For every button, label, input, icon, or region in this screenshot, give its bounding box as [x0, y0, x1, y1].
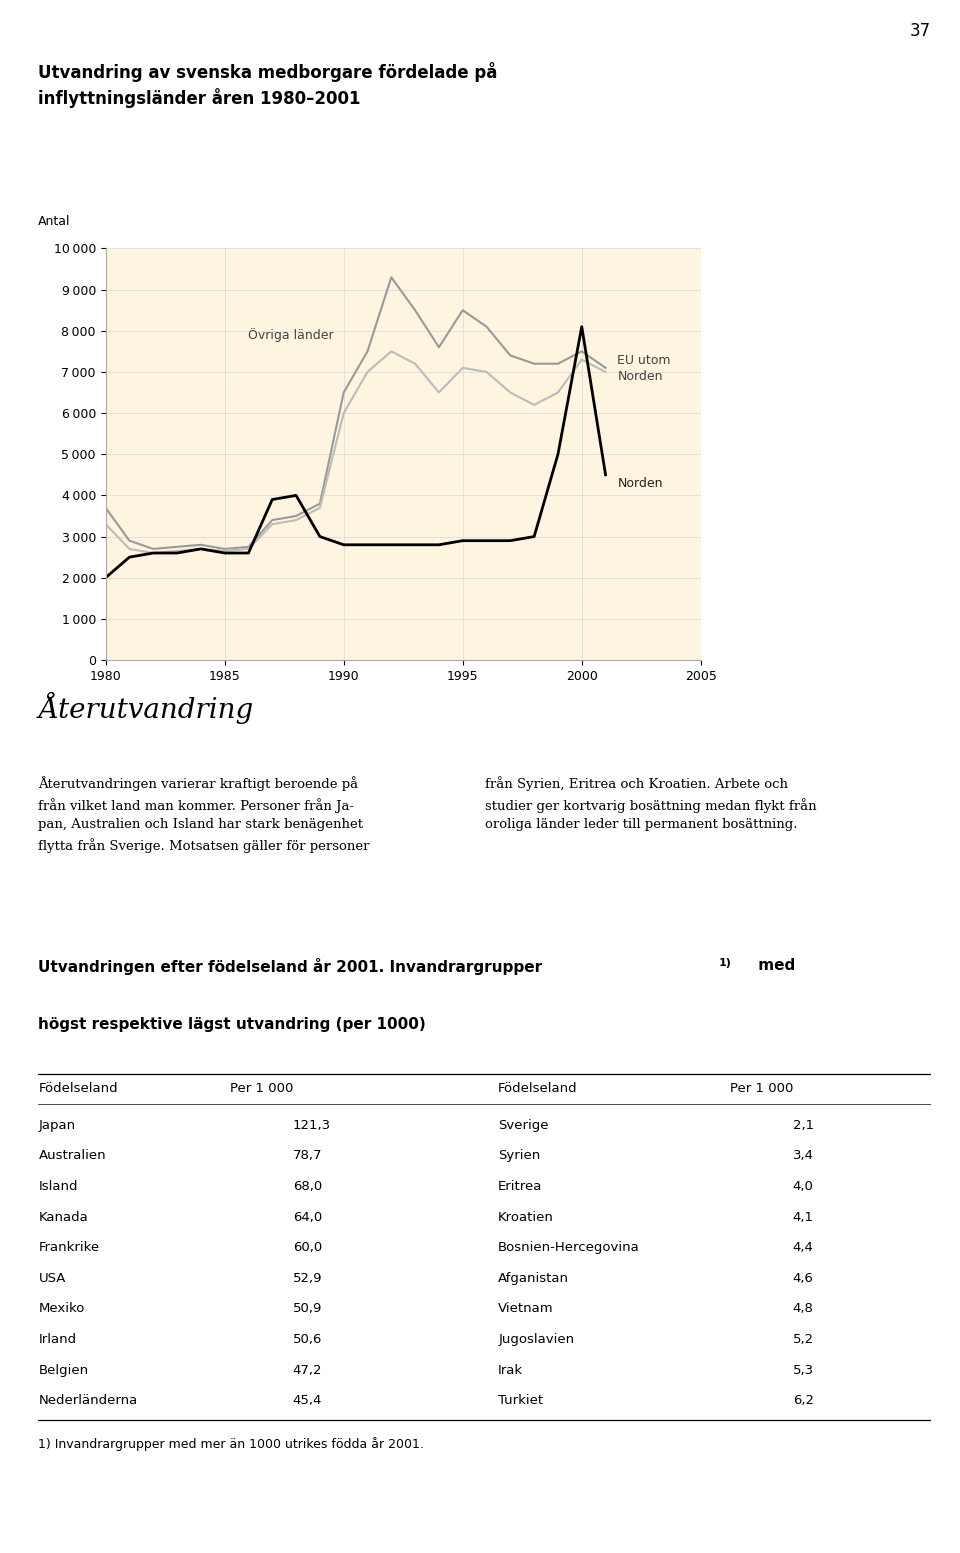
Text: Island: Island [38, 1180, 78, 1193]
Text: Kanada: Kanada [38, 1210, 88, 1224]
Text: med: med [753, 958, 795, 974]
Text: Per 1 000: Per 1 000 [731, 1082, 794, 1095]
Text: 121,3: 121,3 [293, 1118, 331, 1132]
Text: Norden: Norden [617, 477, 663, 491]
Text: 4,0: 4,0 [793, 1180, 814, 1193]
Text: Bosnien-Hercegovina: Bosnien-Hercegovina [498, 1241, 640, 1255]
Text: Utvandring av svenska medborgare fördelade på
inflyttningsländer åren 1980–2001: Utvandring av svenska medborgare fördela… [38, 62, 498, 107]
Text: 2,1: 2,1 [793, 1118, 814, 1132]
Text: 4,4: 4,4 [793, 1241, 814, 1255]
Text: Irak: Irak [498, 1364, 523, 1376]
Text: 60,0: 60,0 [293, 1241, 323, 1255]
Text: Irland: Irland [38, 1332, 77, 1346]
Text: 47,2: 47,2 [293, 1364, 323, 1376]
Text: 4,1: 4,1 [793, 1210, 814, 1224]
Text: Övriga länder: Övriga länder [249, 328, 334, 342]
Text: Antal: Antal [38, 214, 71, 228]
Text: 64,0: 64,0 [293, 1210, 323, 1224]
Text: Japan: Japan [38, 1118, 76, 1132]
Text: Belgien: Belgien [38, 1364, 88, 1376]
Text: Turkiet: Turkiet [498, 1395, 543, 1407]
Text: Vietnam: Vietnam [498, 1303, 554, 1315]
Text: Australien: Australien [38, 1149, 106, 1162]
Text: Afganistan: Afganistan [498, 1272, 569, 1284]
Text: Syrien: Syrien [498, 1149, 540, 1162]
Text: 5,2: 5,2 [793, 1332, 814, 1346]
Text: Eritrea: Eritrea [498, 1180, 542, 1193]
Text: Jugoslavien: Jugoslavien [498, 1332, 574, 1346]
Text: Frankrike: Frankrike [38, 1241, 100, 1255]
Text: 45,4: 45,4 [293, 1395, 323, 1407]
Text: 68,0: 68,0 [293, 1180, 323, 1193]
Text: Återutvandring: Återutvandring [38, 693, 253, 724]
Text: Kroatien: Kroatien [498, 1210, 554, 1224]
Text: 50,9: 50,9 [293, 1303, 323, 1315]
Text: 4,6: 4,6 [793, 1272, 814, 1284]
Text: Sverige: Sverige [498, 1118, 549, 1132]
Text: 4,8: 4,8 [793, 1303, 814, 1315]
Text: 78,7: 78,7 [293, 1149, 323, 1162]
Text: Födelseland: Födelseland [498, 1082, 578, 1095]
Text: 1): 1) [719, 958, 732, 968]
Text: USA: USA [38, 1272, 66, 1284]
Text: 6,2: 6,2 [793, 1395, 814, 1407]
Text: 37: 37 [910, 22, 931, 40]
Text: 3,4: 3,4 [793, 1149, 814, 1162]
Text: Per 1 000: Per 1 000 [230, 1082, 294, 1095]
Text: högst respektive lägst utvandring (per 1000): högst respektive lägst utvandring (per 1… [38, 1017, 426, 1031]
Text: Återutvandringen varierar kraftigt beroende på
från vilket land man kommer. Pers: Återutvandringen varierar kraftigt beroe… [38, 776, 370, 853]
Text: Födelseland: Födelseland [38, 1082, 118, 1095]
Text: Nederländerna: Nederländerna [38, 1395, 137, 1407]
Text: 50,6: 50,6 [293, 1332, 323, 1346]
Text: från Syrien, Eritrea och Kroatien. Arbete och
studier ger kortvarig bosättning m: från Syrien, Eritrea och Kroatien. Arbet… [485, 776, 816, 831]
Text: Mexiko: Mexiko [38, 1303, 84, 1315]
Text: EU utom
Norden: EU utom Norden [617, 354, 671, 384]
Text: Utvandringen efter födelseland år 2001. Invandrargrupper: Utvandringen efter födelseland år 2001. … [38, 958, 542, 975]
Text: 5,3: 5,3 [793, 1364, 814, 1376]
Text: 1) Invandrargrupper med mer än 1000 utrikes födda år 2001.: 1) Invandrargrupper med mer än 1000 utri… [38, 1437, 424, 1451]
Text: 52,9: 52,9 [293, 1272, 323, 1284]
